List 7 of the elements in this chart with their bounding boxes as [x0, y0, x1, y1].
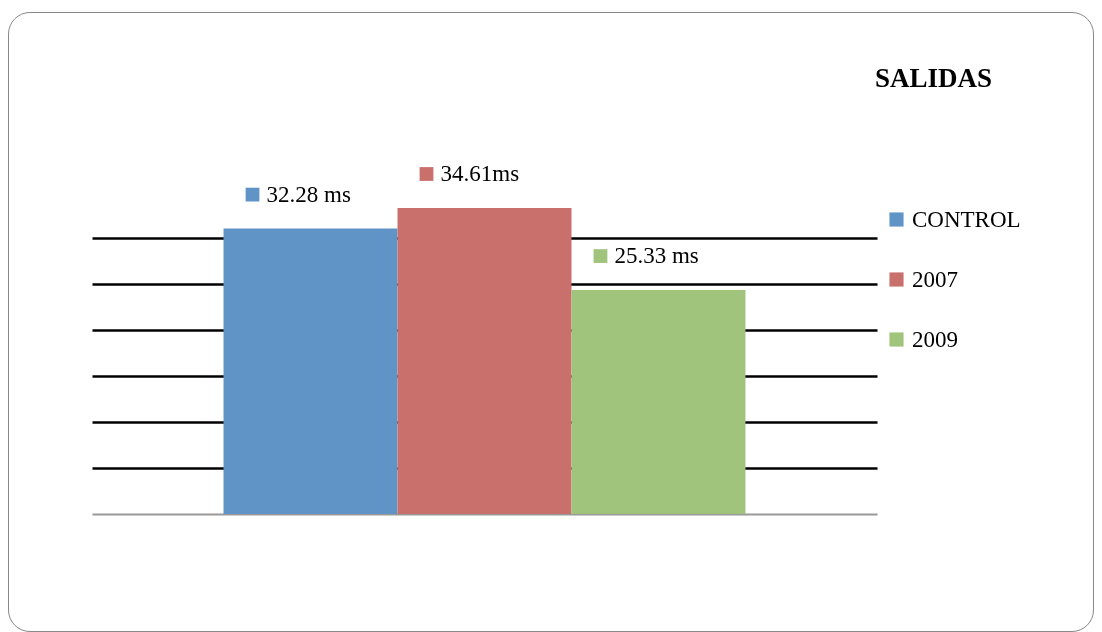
legend-label: CONTROL [912, 206, 1021, 232]
legend-label: 2009 [912, 326, 958, 352]
text: SALIDAS [874, 63, 992, 93]
legend-label: 2007 [912, 266, 958, 292]
data-label: 32.28 ms [266, 181, 351, 207]
data-label: 34.61ms [440, 161, 520, 186]
data-label: 25.33 ms [614, 243, 699, 269]
